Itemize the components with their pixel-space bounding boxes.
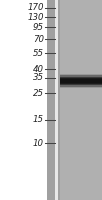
Text: 25: 25 [33,88,44,98]
Bar [60,0,102,200]
Bar [55,0,58,200]
Text: 55: 55 [33,48,44,58]
Text: 130: 130 [27,12,44,21]
Text: 10: 10 [33,138,44,147]
Bar [47,0,67,200]
Text: 35: 35 [33,73,44,82]
Bar [60,75,102,87]
Bar [60,77,102,85]
Text: 40: 40 [33,64,44,73]
Bar [60,79,102,83]
Text: 70: 70 [33,34,44,44]
Text: 15: 15 [33,116,44,124]
Text: 170: 170 [27,3,44,12]
Bar [60,78,102,84]
Text: 95: 95 [33,22,44,31]
Bar [60,74,102,88]
